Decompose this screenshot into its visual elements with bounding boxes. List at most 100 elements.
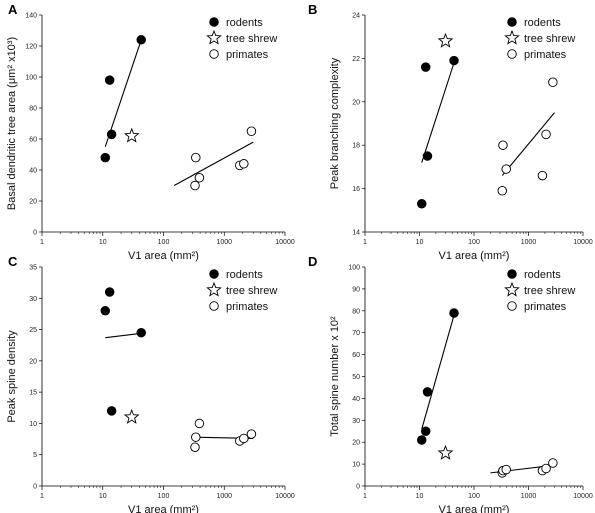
y-tick-label: 20 <box>352 440 360 447</box>
y-tick-label: 30 <box>29 296 37 303</box>
y-tick-label: 30 <box>352 418 360 425</box>
x-tick-label: 1000 <box>521 493 537 500</box>
x-tick-label: 100 <box>468 493 480 500</box>
x-tick-label: 10 <box>416 493 424 500</box>
data-point-primates <box>548 458 558 468</box>
data-point-primates <box>541 129 551 140</box>
y-tick-label: 40 <box>352 396 360 403</box>
y-tick-label: 90 <box>352 286 360 293</box>
data-point-primates <box>548 77 558 88</box>
x-tick-label: 10 <box>99 493 107 500</box>
y-axis-label: Total spine number x 10² <box>329 316 341 437</box>
data-point-tree-shrew <box>437 32 454 48</box>
y-tick-label: 40 <box>29 168 37 175</box>
panel-label: B <box>308 2 317 17</box>
data-point-rodents <box>417 199 427 209</box>
data-point-primates <box>541 463 551 474</box>
data-point-rodents <box>104 287 115 297</box>
legend-label-primates: primates <box>226 49 269 61</box>
x-tick-label: 1 <box>40 493 44 500</box>
data-point-primates <box>239 159 249 169</box>
legend-label-rodents: rodents <box>226 17 263 29</box>
legend-label-tree-shrew: tree shrew <box>524 33 575 45</box>
data-point-primates <box>497 186 508 196</box>
data-point-primates <box>501 164 511 174</box>
legend-label-primates: primates <box>524 301 567 313</box>
data-point-rodents <box>106 129 117 140</box>
fit-line-rodents <box>421 62 455 163</box>
fit-line-rodents <box>421 315 455 430</box>
x-tick-label: 10000 <box>275 493 295 500</box>
x-tick-label: 10 <box>99 239 107 246</box>
data-point-primates <box>190 442 200 452</box>
x-tick-label: 10000 <box>573 239 593 246</box>
data-point-rodents <box>420 62 431 72</box>
x-axis-label: V1 area (mm²) <box>128 250 199 262</box>
y-tick-label: 70 <box>352 330 360 337</box>
x-tick-label: 1000 <box>216 239 232 246</box>
data-point-primates <box>246 429 257 439</box>
data-point-rodents <box>449 308 459 318</box>
data-point-primates <box>498 140 508 150</box>
legend-marker-primates <box>209 49 219 59</box>
data-point-primates <box>194 172 205 183</box>
fit-line-rodents <box>104 39 142 147</box>
x-tick-label: 100 <box>158 493 170 500</box>
panel-c: 0 5 10 15 20 25 30 35 1 10 100 1000 10000 V1 area (mm… <box>6 254 295 513</box>
y-tick-label: 16 <box>352 186 360 193</box>
fit-line-primates <box>173 141 254 186</box>
legend-marker-primates <box>507 301 517 311</box>
y-tick-label: 140 <box>25 13 37 20</box>
fit-line-rodents <box>105 332 142 339</box>
data-point-rodents <box>136 327 146 338</box>
legend-marker-primates <box>507 49 517 59</box>
y-tick-label: 15 <box>29 390 37 397</box>
panel-label: A <box>8 2 18 17</box>
legend-marker-tree-shrew <box>206 29 222 45</box>
x-axis-label: V1 area (mm²) <box>439 250 510 262</box>
data-point-primates <box>191 432 201 442</box>
data-point-primates <box>239 433 249 444</box>
y-tick-label: 0 <box>356 484 360 491</box>
legend-marker-primates <box>209 301 219 311</box>
data-point-primates <box>194 418 205 429</box>
y-tick-label: 50 <box>352 374 360 381</box>
x-axis-label: V1 area (mm²) <box>128 504 199 513</box>
data-point-primates <box>537 170 548 181</box>
legend-marker-rodents <box>209 17 219 27</box>
data-point-tree-shrew <box>437 444 454 460</box>
fit-line-primates <box>501 112 555 176</box>
x-axis-label: V1 area (mm²) <box>439 504 510 513</box>
x-tick-label: 10 <box>416 239 424 246</box>
y-axis-label: Peak spine density <box>6 330 18 423</box>
legend-label-tree-shrew: tree shrew <box>524 285 575 297</box>
data-point-rodents <box>422 151 433 161</box>
data-point-rodents <box>449 55 459 66</box>
legend-label-rodents: rodents <box>524 269 561 281</box>
x-tick-label: 10000 <box>275 239 295 246</box>
y-tick-label: 10 <box>352 462 360 469</box>
y-tick-label: 20 <box>29 199 37 206</box>
legend-label-tree-shrew: tree shrew <box>226 33 277 45</box>
legend-label-tree-shrew: tree shrew <box>226 285 277 297</box>
y-tick-label: 10 <box>29 421 37 428</box>
legend-label-primates: primates <box>226 301 269 313</box>
y-tick-label: 100 <box>25 75 37 82</box>
y-tick-label: 80 <box>29 106 37 113</box>
y-tick-label: 60 <box>29 137 37 144</box>
y-axis-label: Basal dendritic tree area (μm² x10³) <box>6 37 18 210</box>
data-point-rodents <box>420 426 431 437</box>
legend: rodents tree shrew primates <box>504 269 575 313</box>
x-tick-label: 1000 <box>521 239 537 246</box>
y-tick-label: 24 <box>352 13 360 20</box>
x-tick-label: 1 <box>40 239 44 246</box>
y-axis-label: Peak branching complexity <box>329 57 341 189</box>
data-point-tree-shrew <box>123 408 140 424</box>
legend-marker-rodents <box>507 269 517 279</box>
y-tick-label: 60 <box>352 352 360 359</box>
y-tick-label: 14 <box>352 230 360 237</box>
legend-marker-rodents <box>209 269 219 279</box>
panel-label: C <box>8 254 18 269</box>
